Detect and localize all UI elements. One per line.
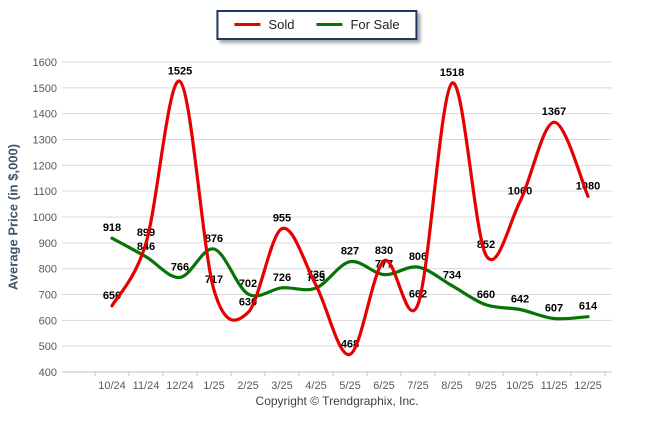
legend-item-sold: Sold xyxy=(234,17,294,32)
svg-text:800: 800 xyxy=(39,264,57,276)
svg-text:1300: 1300 xyxy=(33,135,57,147)
svg-text:9/25: 9/25 xyxy=(475,380,496,392)
svg-text:700: 700 xyxy=(39,290,57,302)
svg-text:876: 876 xyxy=(205,233,223,245)
sold-line-swatch-icon xyxy=(234,23,261,26)
legend-item-for-sale: For Sale xyxy=(316,17,400,32)
svg-text:607: 607 xyxy=(545,303,563,315)
svg-text:1518: 1518 xyxy=(440,67,464,79)
copyright-text: Copyright © Trendgraphix, Inc. xyxy=(255,394,419,408)
legend-label-for-sale: For Sale xyxy=(350,17,400,32)
svg-text:827: 827 xyxy=(341,246,359,258)
svg-text:12/25: 12/25 xyxy=(574,380,602,392)
svg-text:10/25: 10/25 xyxy=(506,380,534,392)
svg-text:5/25: 5/25 xyxy=(339,380,360,392)
svg-text:1060: 1060 xyxy=(508,186,532,198)
svg-text:642: 642 xyxy=(511,293,529,305)
svg-text:1400: 1400 xyxy=(33,109,57,121)
svg-text:2/25: 2/25 xyxy=(237,380,258,392)
svg-text:600: 600 xyxy=(39,315,57,327)
svg-text:734: 734 xyxy=(443,270,462,282)
svg-text:400: 400 xyxy=(39,367,57,379)
svg-text:806: 806 xyxy=(409,251,427,263)
svg-text:1367: 1367 xyxy=(542,106,566,118)
for-sale-line-swatch-icon xyxy=(316,23,343,26)
svg-text:6/25: 6/25 xyxy=(373,380,394,392)
svg-text:1500: 1500 xyxy=(33,83,57,95)
svg-text:1/25: 1/25 xyxy=(203,380,224,392)
svg-text:7/25: 7/25 xyxy=(407,380,428,392)
svg-text:662: 662 xyxy=(409,288,427,300)
svg-text:500: 500 xyxy=(39,341,57,353)
svg-text:900: 900 xyxy=(39,238,57,250)
svg-text:1000: 1000 xyxy=(33,212,57,224)
svg-text:1600: 1600 xyxy=(33,57,57,69)
svg-text:614: 614 xyxy=(579,301,598,313)
svg-text:955: 955 xyxy=(273,213,291,225)
svg-text:1080: 1080 xyxy=(576,180,600,192)
legend-label-sold: Sold xyxy=(268,17,295,32)
svg-text:717: 717 xyxy=(205,274,223,286)
svg-text:918: 918 xyxy=(103,222,121,234)
svg-text:12/24: 12/24 xyxy=(166,380,194,392)
chart-legend: Sold For Sale xyxy=(216,10,418,40)
svg-text:11/25: 11/25 xyxy=(541,380,568,392)
svg-text:1200: 1200 xyxy=(33,160,57,172)
svg-text:766: 766 xyxy=(171,261,189,273)
svg-text:830: 830 xyxy=(375,245,393,257)
svg-text:10/24: 10/24 xyxy=(98,380,126,392)
svg-text:852: 852 xyxy=(477,239,495,251)
svg-text:4/25: 4/25 xyxy=(305,380,326,392)
svg-text:702: 702 xyxy=(239,278,257,290)
svg-text:3/25: 3/25 xyxy=(271,380,292,392)
svg-text:1100: 1100 xyxy=(33,186,57,198)
svg-text:11/24: 11/24 xyxy=(133,380,160,392)
svg-text:726: 726 xyxy=(273,272,291,284)
svg-text:1525: 1525 xyxy=(168,65,192,77)
svg-text:660: 660 xyxy=(477,289,495,301)
svg-text:8/25: 8/25 xyxy=(441,380,462,392)
